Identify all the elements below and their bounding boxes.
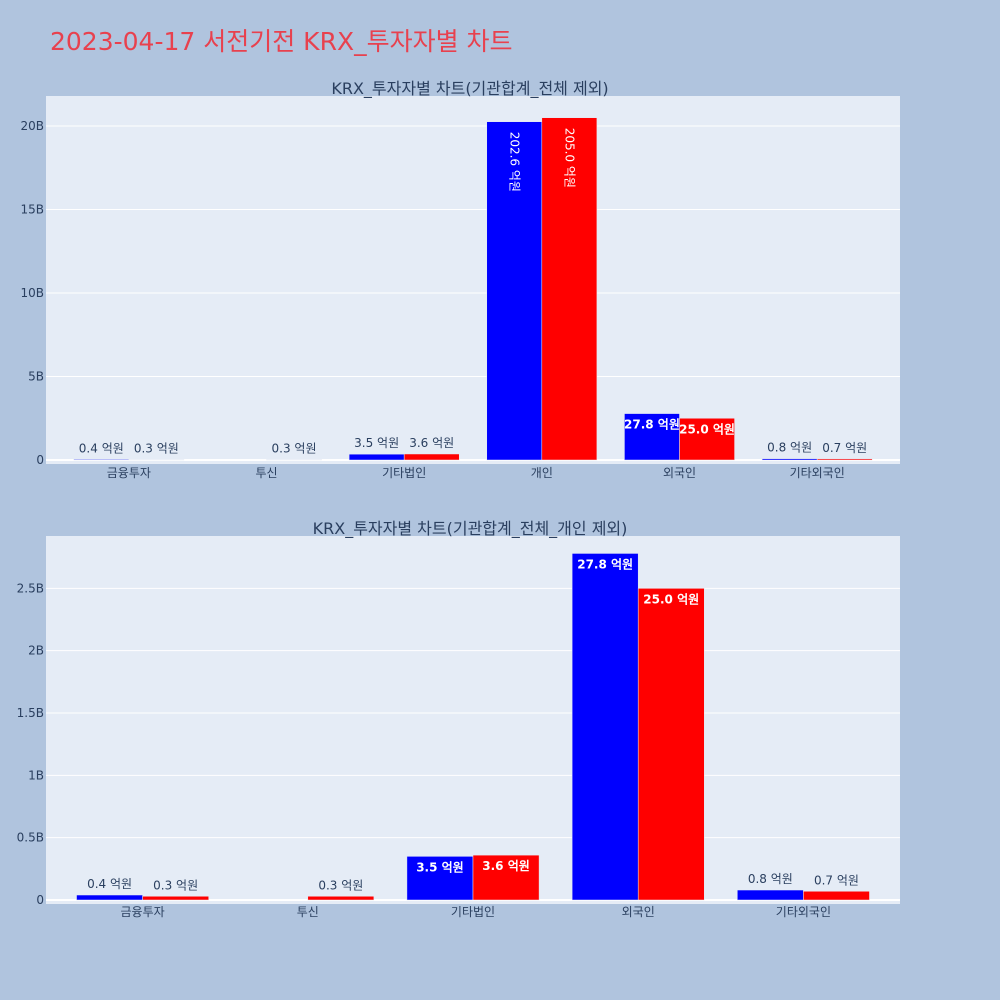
x-tick-label: 외국인 bbox=[622, 905, 655, 919]
x-tick-label: 투신 bbox=[297, 905, 319, 919]
y-tick-label: 10B bbox=[20, 286, 44, 300]
data-label: 3.6 억원 bbox=[482, 859, 530, 873]
data-label: 0.4 억원 bbox=[87, 877, 132, 891]
y-tick-label: 0 bbox=[36, 893, 44, 907]
y-tick-label: 20B bbox=[20, 119, 44, 133]
bar bbox=[571, 553, 639, 901]
bar bbox=[403, 453, 460, 461]
data-label: 27.8 억원 bbox=[624, 418, 680, 432]
y-tick-label: 15B bbox=[20, 203, 44, 217]
x-tick-label: 금융투자 bbox=[107, 466, 151, 480]
plot-area bbox=[46, 536, 900, 904]
chart-1: 0 5B 10B 15B 20B KRX_투자자별 차트(기관합계_전체 제외) 금융투자 0… bbox=[20, 79, 900, 480]
bar bbox=[486, 121, 543, 461]
data-label: 27.8 억원 bbox=[577, 557, 633, 571]
x-tick-label: 기타외국인 bbox=[776, 905, 831, 919]
data-label: 0.4 억원 bbox=[79, 441, 124, 455]
bar bbox=[472, 854, 540, 901]
bar bbox=[637, 588, 705, 901]
plot-area bbox=[46, 96, 900, 464]
data-label: 0.7 억원 bbox=[822, 441, 867, 455]
data-label: 3.5 억원 bbox=[354, 436, 399, 450]
data-label: 25.0 억원 bbox=[643, 592, 699, 606]
y-tick-label: 2B bbox=[28, 644, 44, 658]
data-label: 3.5 억원 bbox=[416, 860, 464, 874]
data-label: 0.8 억원 bbox=[767, 441, 812, 455]
x-tick-label: 외국인 bbox=[663, 466, 696, 480]
chart-2: 0 0.5B 1B 1.5B 2B 2.5B KRX_투자자별 차트(기관합계_전체_개인 … bbox=[17, 519, 900, 919]
bar bbox=[803, 891, 870, 901]
x-tick-label: 금융투자 bbox=[121, 905, 165, 919]
data-label: 25.0 억원 bbox=[679, 422, 735, 436]
bar bbox=[679, 418, 735, 461]
data-label: 202.6 억원 bbox=[507, 132, 521, 192]
data-label: 0.8 억원 bbox=[748, 872, 793, 886]
chart-title: KRX_투자자별 차트(기관합계_전체 제외) bbox=[331, 79, 608, 99]
bar bbox=[816, 458, 873, 461]
data-label: 0.3 억원 bbox=[318, 878, 363, 892]
y-tick-label: 5B bbox=[28, 370, 44, 384]
bar bbox=[307, 896, 375, 901]
bar bbox=[406, 856, 474, 901]
bar bbox=[73, 459, 130, 461]
bar bbox=[128, 459, 185, 461]
bar bbox=[348, 453, 405, 461]
bar bbox=[737, 889, 804, 901]
x-tick-label: 기타법인 bbox=[451, 905, 495, 919]
data-label: 0.7 억원 bbox=[814, 873, 859, 887]
y-tick-label: 0.5B bbox=[17, 831, 44, 845]
bar bbox=[541, 117, 598, 461]
x-tick-label: 투신 bbox=[255, 466, 277, 480]
bar bbox=[142, 896, 209, 901]
data-label: 3.6 억원 bbox=[409, 436, 454, 450]
data-label: 0.3 억원 bbox=[272, 441, 317, 455]
y-tick-label: 1B bbox=[28, 768, 44, 782]
chart-title: KRX_투자자별 차트(기관합계_전체_개인 제외) bbox=[313, 519, 628, 539]
y-tick-label: 2.5B bbox=[17, 581, 44, 595]
y-tick-label: 1.5B bbox=[17, 706, 44, 720]
bar bbox=[761, 458, 818, 461]
x-tick-label: 기타법인 bbox=[382, 466, 426, 480]
x-tick-label: 개인 bbox=[531, 466, 553, 480]
data-label: 205.0 억원 bbox=[562, 128, 576, 188]
y-tick-label: 0 bbox=[36, 453, 44, 467]
x-tick-label: 기타외국인 bbox=[790, 466, 845, 480]
bar bbox=[76, 894, 143, 901]
bar bbox=[266, 459, 322, 461]
data-label: 0.3 억원 bbox=[134, 441, 179, 455]
page-title: 2023-04-17 서전기전 KRX_투자자별 차트 bbox=[50, 27, 513, 56]
data-label: 0.3 억원 bbox=[153, 878, 198, 892]
bar bbox=[624, 413, 680, 461]
